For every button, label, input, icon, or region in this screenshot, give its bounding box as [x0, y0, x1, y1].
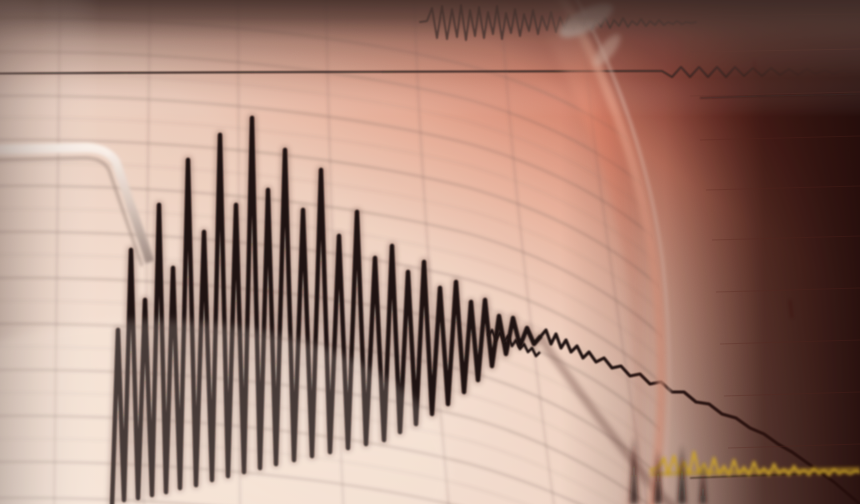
seismograph-photo: seismograph-drum-recording Close-up phot… — [0, 0, 860, 504]
film-grain — [0, 0, 860, 504]
seismograph-scene — [0, 0, 860, 504]
global-warm-veil — [0, 0, 860, 504]
